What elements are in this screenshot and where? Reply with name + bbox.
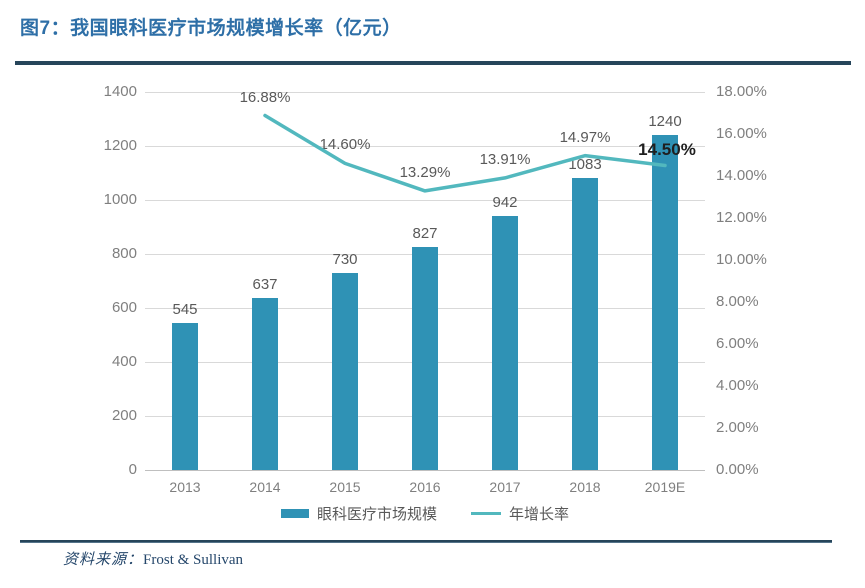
bar <box>572 177 598 470</box>
y-axis-tick-left: 1000 <box>103 191 137 208</box>
y-axis-tick-right: 4.00% <box>716 377 759 394</box>
x-axis-tick: 2017 <box>489 479 521 495</box>
y-axis-tick-right: 10.00% <box>716 251 767 268</box>
bar-value-label: 637 <box>252 276 278 293</box>
y-axis-tick-left: 600 <box>111 299 137 316</box>
legend-line-label: 年增长率 <box>509 506 570 523</box>
line-point-label: 14.97% <box>559 128 611 146</box>
gridline <box>145 145 705 147</box>
gridline <box>145 469 705 471</box>
y-axis-tick-right: 6.00% <box>716 335 759 352</box>
line-point-label: 14.60% <box>319 136 371 154</box>
figure-title: 图7：我国眼科医疗市场规模增长率（亿元） <box>20 18 402 39</box>
y-axis-tick-left: 400 <box>111 353 137 370</box>
x-axis-tick: 2018 <box>569 479 601 495</box>
y-axis-tick-right: 0.00% <box>716 461 759 478</box>
bar <box>252 298 278 470</box>
y-axis-tick-left: 0 <box>128 461 137 478</box>
y-axis-tick-right: 8.00% <box>716 293 759 310</box>
source-note: 资料来源：Frost & Sullivan <box>63 548 243 569</box>
combo-chart: 眼科医疗市场规模 年增长率 1400 1200 1000 800 600 400 200 0 1… <box>103 83 767 524</box>
line-point-label: 16.88% <box>239 88 291 106</box>
bar <box>412 246 438 470</box>
x-axis-tick: 2019E <box>644 479 686 495</box>
y-axis-tick-left: 800 <box>111 245 137 262</box>
bar <box>172 322 198 470</box>
bar-value-label: 827 <box>412 224 438 242</box>
x-axis-tick: 2014 <box>249 479 281 495</box>
y-axis-tick-left: 1200 <box>103 137 137 154</box>
bar-value-label: 545 <box>172 300 198 318</box>
x-axis-tick: 2013 <box>169 479 201 495</box>
y-axis-tick-right: 2.00% <box>716 419 759 436</box>
y-axis-tick-right: 14.00% <box>716 167 767 184</box>
footer-divider-rule <box>20 540 832 543</box>
source-label: 资料来源： <box>63 552 144 568</box>
x-axis-tick: 2016 <box>409 479 441 495</box>
bar-value-label: 730 <box>332 250 358 268</box>
bar-value-label: 1083 <box>568 155 602 173</box>
line-point-label: 13.91% <box>479 150 531 168</box>
y-axis-tick-left: 1400 <box>103 83 137 100</box>
x-axis-tick: 2015 <box>329 479 361 495</box>
bar <box>492 215 518 470</box>
gridline <box>145 199 705 201</box>
bar-value-label: 942 <box>492 193 518 211</box>
legend-line-swatch-icon <box>471 512 501 515</box>
title-divider-rule <box>15 61 851 65</box>
y-axis-tick-left: 200 <box>111 407 137 424</box>
legend-bar-swatch-icon <box>280 509 309 518</box>
growth-line <box>263 113 667 193</box>
y-axis-tick-right: 16.00% <box>716 125 767 142</box>
bar-value-label: 1240 <box>648 113 682 131</box>
bar <box>652 135 678 470</box>
y-axis-tick-right: 18.00% <box>716 83 767 100</box>
bar <box>332 272 358 470</box>
source-value: Frost & Sullivan <box>143 552 244 568</box>
legend-bar-label: 眼科医疗市场规模 <box>316 506 437 523</box>
line-point-label: 13.29% <box>399 163 451 181</box>
y-axis-tick-right: 12.00% <box>716 209 767 226</box>
line-point-label: 14.50% <box>638 139 696 159</box>
gridline <box>145 91 705 93</box>
chart-legend: 眼科医疗市场规模 年增长率 <box>145 503 705 524</box>
